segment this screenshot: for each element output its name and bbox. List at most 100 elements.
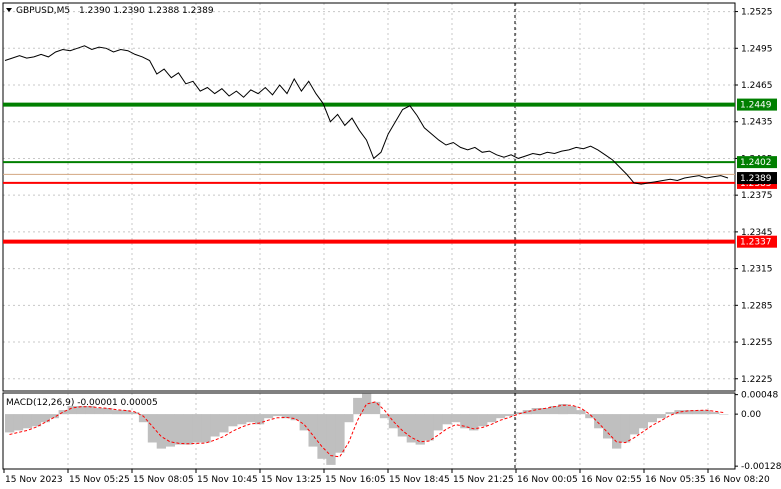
macd-bar <box>371 401 381 415</box>
price-tick-label: 1.2255 <box>741 338 773 348</box>
last-price-label: 1.2389 <box>740 174 772 184</box>
macd-bar <box>281 414 291 419</box>
macd-signal-line <box>9 401 724 458</box>
price-tick-label: 1.2225 <box>741 375 773 385</box>
macd-bar <box>49 414 59 419</box>
macd-bar <box>67 406 77 415</box>
x-tick-label: 15 Nov 05:25 <box>69 475 130 485</box>
macd-bar <box>379 414 390 419</box>
price-tick-label: 1.2435 <box>741 118 773 128</box>
macd-bar <box>558 404 568 415</box>
macd-bar <box>130 412 140 415</box>
macd-bar <box>362 393 372 415</box>
macd-bar <box>254 414 265 425</box>
level-label-bg <box>737 235 777 248</box>
macd-bar <box>272 414 283 417</box>
macd-bar <box>103 408 113 415</box>
macd-bar <box>192 414 202 443</box>
macd-bar <box>237 414 247 425</box>
macd-bar <box>567 406 577 415</box>
macd-tick-label: 0.00048 <box>741 391 778 401</box>
macd-bar <box>201 414 211 443</box>
macd-bar <box>299 414 309 431</box>
macd-bar <box>121 410 131 415</box>
x-tick-label: 16 Nov 08:20 <box>709 475 770 485</box>
dropdown-triangle-icon[interactable] <box>6 8 12 12</box>
x-tick-label: 15 Nov 10:45 <box>197 475 258 485</box>
macd-bar <box>701 410 711 415</box>
x-tick-label: 16 Nov 05:35 <box>645 475 706 485</box>
macd-bar <box>531 408 541 415</box>
macd-bar <box>594 414 604 429</box>
macd-bar <box>263 414 274 419</box>
macd-bar <box>478 414 488 427</box>
macd-bar <box>433 414 443 431</box>
horizontal-levels <box>3 102 735 244</box>
macd-bar <box>424 414 434 441</box>
macd-bar <box>585 414 595 419</box>
macd-bar <box>620 414 631 443</box>
macd-label: MACD(12,26,9) -0.00001 0.00005 <box>6 398 158 408</box>
macd-bar <box>397 414 407 437</box>
macd-bar <box>665 412 675 415</box>
symbol-label: GBPUSD,M5 <box>16 6 70 16</box>
macd-bar <box>85 406 95 415</box>
macd-bar <box>174 414 184 445</box>
ohlc-label: 1.2390 1.2390 1.2388 1.2389 <box>79 6 214 16</box>
macd-bar <box>719 414 729 415</box>
macd-bar <box>576 410 586 415</box>
macd-bar <box>76 406 86 415</box>
macd-bar <box>246 414 256 423</box>
macd-tick-label: 0.00 <box>741 410 761 420</box>
price-panel-frame <box>2 2 736 392</box>
price-tick-label: 1.2315 <box>741 265 773 275</box>
price-series-line <box>4 45 729 185</box>
level-label-text: 1.2449 <box>740 101 772 111</box>
macd-bar <box>656 414 666 419</box>
macd-bar <box>326 414 336 465</box>
macd-bar <box>5 414 15 433</box>
macd-bar <box>112 410 122 415</box>
last-price-bg <box>737 172 777 185</box>
macd-bar <box>460 414 470 429</box>
x-axis: 15 Nov 2023 15 Nov 05:25 15 Nov 08:05 15 No… <box>3 469 770 485</box>
macd-bar <box>308 414 318 447</box>
macd-bar <box>156 414 166 449</box>
macd-bar <box>504 414 515 417</box>
macd-bar <box>165 414 175 447</box>
macd-bar <box>513 412 524 415</box>
macd-bar <box>31 414 42 427</box>
price-tick-label: 1.2495 <box>741 44 773 54</box>
x-tick-label: 16 Nov 00:05 <box>517 475 578 485</box>
macd-bar <box>147 414 158 443</box>
macd-histogram <box>5 393 729 465</box>
macd-bar <box>353 397 363 415</box>
macd-y-axis: 0.00048 0.00 -0.00128 <box>735 391 781 472</box>
price-tick-label: 1.2285 <box>741 301 773 311</box>
macd-bar <box>138 414 149 423</box>
macd-bar <box>692 410 702 415</box>
macd-bar <box>210 414 220 437</box>
macd-bar <box>710 412 720 415</box>
macd-bar <box>674 410 684 415</box>
macd-bar <box>451 414 461 423</box>
x-tick-label: 15 Nov 13:25 <box>261 475 322 485</box>
macd-bar <box>415 414 425 445</box>
macd-bar <box>487 414 497 423</box>
x-tick-label: 15 Nov 16:05 <box>325 475 386 485</box>
macd-bar <box>442 414 452 425</box>
level-label-text: 1.2402 <box>740 158 772 168</box>
macd-bar <box>406 414 416 443</box>
macd-panel-frame <box>2 392 736 470</box>
macd-bar <box>94 408 104 415</box>
macd-bar <box>612 414 622 449</box>
price-tick-label: 1.2465 <box>741 81 773 91</box>
price-grid <box>3 3 735 391</box>
macd-bar <box>228 414 238 427</box>
macd-bar <box>40 414 50 423</box>
macd-bar <box>638 414 648 429</box>
x-tick-label: 15 Nov 21:25 <box>453 475 514 485</box>
macd-bar <box>317 414 327 459</box>
